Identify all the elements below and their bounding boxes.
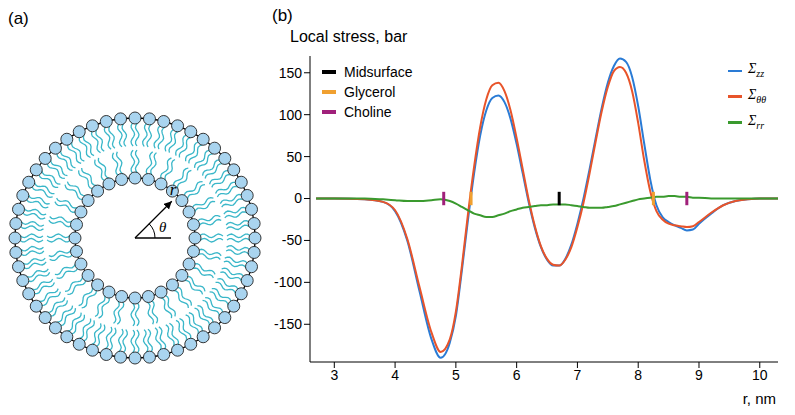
html-text:Choline: Choline [344,104,392,120]
svg-text:4: 4 [391,367,399,383]
html-text:Σrr: Σrr [748,112,765,131]
svg-text:10: 10 [752,367,768,383]
svg-text:7: 7 [574,367,582,383]
html-text:(b): (b) [272,6,293,25]
svg-text:-150: -150 [274,316,302,332]
svg-text:6: 6 [513,367,521,383]
svg-text:100: 100 [279,107,303,123]
svg-text:r, nm: r, nm [743,390,776,407]
svg-text:-50: -50 [282,232,302,248]
svg-text:(a): (a) [8,9,29,28]
svg-text:8: 8 [634,367,642,383]
html-text:Σθθ: Σθθ [748,86,767,105]
html-text:Local stress, bar: Local stress, bar [290,28,408,45]
svg-text:5: 5 [452,367,460,383]
svg-text:θ: θ [159,219,167,235]
svg-text:3: 3 [330,367,338,383]
html-text:Midsurface: Midsurface [344,64,413,80]
svg-text:r: r [170,180,177,199]
svg-text:-100: -100 [274,274,302,290]
svg-text:9: 9 [695,367,703,383]
svg-text:50: 50 [286,149,302,165]
svg-text:150: 150 [279,65,303,81]
html-text:Σzz: Σzz [748,61,765,79]
html-text:Glycerol: Glycerol [344,84,396,100]
svg-text:0: 0 [294,190,302,206]
